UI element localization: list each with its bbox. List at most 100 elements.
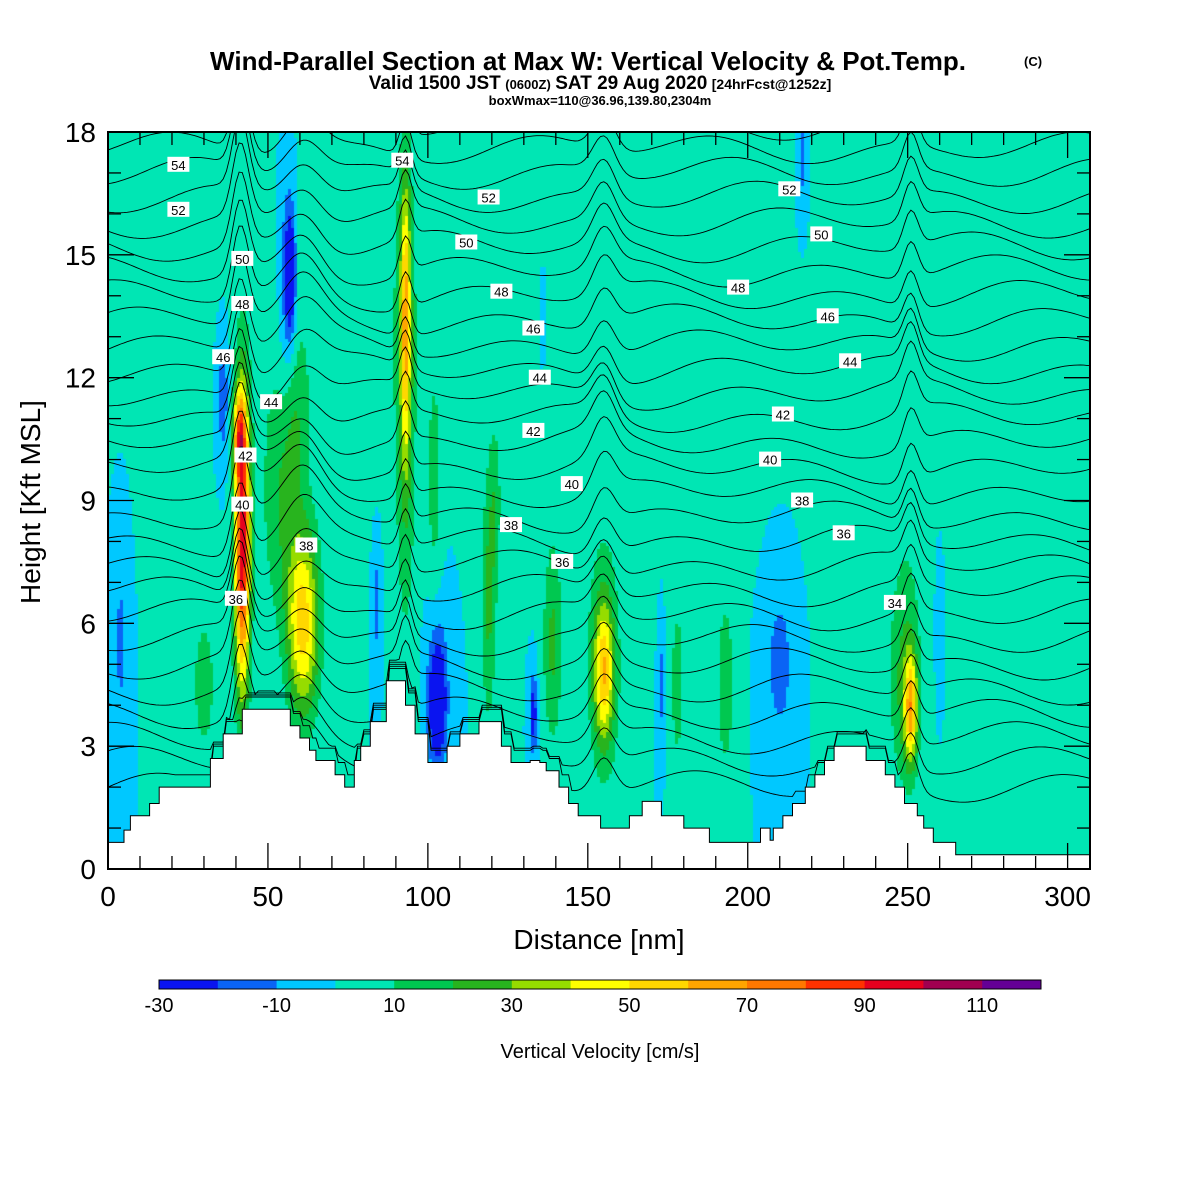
terrain <box>108 680 1090 869</box>
theta-contour-line <box>108 304 1090 385</box>
contour-label-text: 40 <box>235 498 249 513</box>
contour-label-box <box>231 296 254 311</box>
contour-label-text: 34 <box>888 596 902 611</box>
contour-label-box <box>522 320 545 336</box>
x-axis-label: Distance [nm] <box>513 924 684 955</box>
y-tick-label: 6 <box>80 608 96 639</box>
contour-label-text: 50 <box>814 227 828 242</box>
contour-label-box <box>260 394 283 410</box>
contour-label: 38 <box>500 517 522 533</box>
contour-label-box <box>810 226 833 242</box>
x-tick-label: 150 <box>564 881 611 912</box>
valid-fcst: [24hrFcst@1252z] <box>712 76 831 92</box>
x-tick-label: 300 <box>1044 881 1091 912</box>
contour-label: 50 <box>810 226 833 242</box>
theta-contour-line <box>108 510 1090 581</box>
colorbar-tick-label: 30 <box>501 995 523 1017</box>
theta-contour-line <box>108 142 1090 239</box>
contour-label-box <box>816 308 839 324</box>
theta-contour-line <box>108 345 1090 433</box>
colorbar-swatch <box>159 980 219 989</box>
theta-contour-line <box>108 665 1090 777</box>
theta-contour-line <box>108 555 1090 657</box>
theta-contour-line <box>108 482 1090 557</box>
contour-label-box <box>224 590 247 606</box>
colorbar-tick-label: 90 <box>853 995 875 1017</box>
contour-label: 46 <box>522 320 545 337</box>
contour-label-box <box>560 476 583 492</box>
theta-contour-line <box>108 132 1090 214</box>
x-tick-labels: 0 50 100 150 200 250 300 <box>100 881 1091 912</box>
contour-label-text: 36 <box>836 526 850 541</box>
colorbar-swatch <box>688 980 748 989</box>
contour-label: 48 <box>231 296 254 312</box>
contour-label-box <box>727 279 750 295</box>
colorbar-swatch <box>217 980 278 989</box>
contour-label-box <box>234 447 257 463</box>
colorbar-swatch <box>629 980 689 989</box>
colorbar-swatch <box>805 980 866 989</box>
contour-label: 52 <box>167 201 190 218</box>
colorbar-swatch <box>982 980 1042 989</box>
contour-label: 40 <box>759 451 782 468</box>
contour-label-box <box>500 517 522 533</box>
y-tick-label: 15 <box>65 240 96 271</box>
theta-contour-line <box>108 278 1090 362</box>
contour-label-box <box>771 406 794 422</box>
colorbar-swatch <box>570 980 630 989</box>
contour-label-box <box>522 422 545 438</box>
contour-label: 44 <box>260 394 283 410</box>
contour-label-text: 38 <box>795 494 809 509</box>
theta-contour-line <box>108 663 1090 755</box>
contour-label-text: 46 <box>216 350 230 365</box>
contour-label: 54 <box>391 152 414 169</box>
contour-label: 48 <box>727 279 750 296</box>
contour-label-text: 38 <box>299 539 313 554</box>
colorbar-tick-label: -10 <box>262 995 291 1017</box>
contour-label-box <box>231 250 254 266</box>
contour-label-text: 44 <box>264 395 278 410</box>
colorbar-swatch <box>511 980 572 989</box>
y-tick-label: 12 <box>65 363 96 394</box>
valid-time-line: Valid 1500 JST (0600Z) SAT 29 Aug 2020 [… <box>369 73 831 94</box>
contour-label: 54 <box>167 156 190 173</box>
x-tick-label: 200 <box>724 881 771 912</box>
contour-label: 34 <box>883 594 906 611</box>
contour-label-box <box>832 525 855 541</box>
contour-label-text: 42 <box>776 408 790 423</box>
contour-label-box <box>490 283 513 299</box>
theta-contour-line <box>108 410 1090 508</box>
contour-label-text: 50 <box>235 252 249 267</box>
x-tick-label: 0 <box>100 881 116 912</box>
contour-label: 36 <box>551 553 574 570</box>
contour-label-box <box>455 234 478 250</box>
colorbar-swatch <box>923 980 983 989</box>
contour-label-text: 52 <box>481 191 495 206</box>
contour-labels: 54 52 50 48 46 44 42 40 38 36 54 52 50 48 46 44 42 40 38 36… <box>167 152 906 611</box>
contour-label-text: 48 <box>731 281 745 296</box>
contour-label-text: 44 <box>843 354 857 369</box>
contour-label-text: 46 <box>820 309 834 324</box>
theta-contour-line <box>108 610 1090 706</box>
theta-contour-line <box>108 381 1090 485</box>
contour-label: 46 <box>816 308 839 324</box>
theta-contour-line <box>108 251 1090 337</box>
theta-contour-line <box>108 527 1090 608</box>
y-tick-labels: 0 3 6 9 12 15 18 <box>65 117 96 885</box>
colorbar-swatch <box>453 980 513 989</box>
potential-temperature-contours <box>108 132 1090 803</box>
contour-label-box <box>528 369 551 385</box>
valid-prefix: Valid 1500 JST <box>369 73 501 94</box>
colorbar-tick-label: -30 <box>145 995 174 1017</box>
y-tick-label: 18 <box>65 117 96 148</box>
contour-label-text: 44 <box>533 371 547 386</box>
chart-title-mark: (C) <box>1024 54 1042 69</box>
valid-date: SAT 29 Aug 2020 <box>555 73 707 94</box>
contour-label-text: 36 <box>555 555 569 570</box>
contour-label: 40 <box>231 496 254 513</box>
contour-label-text: 54 <box>171 158 185 173</box>
theta-contour-line <box>108 643 1090 730</box>
contour-label-box <box>231 496 254 512</box>
contour-label-text: 50 <box>459 236 473 251</box>
